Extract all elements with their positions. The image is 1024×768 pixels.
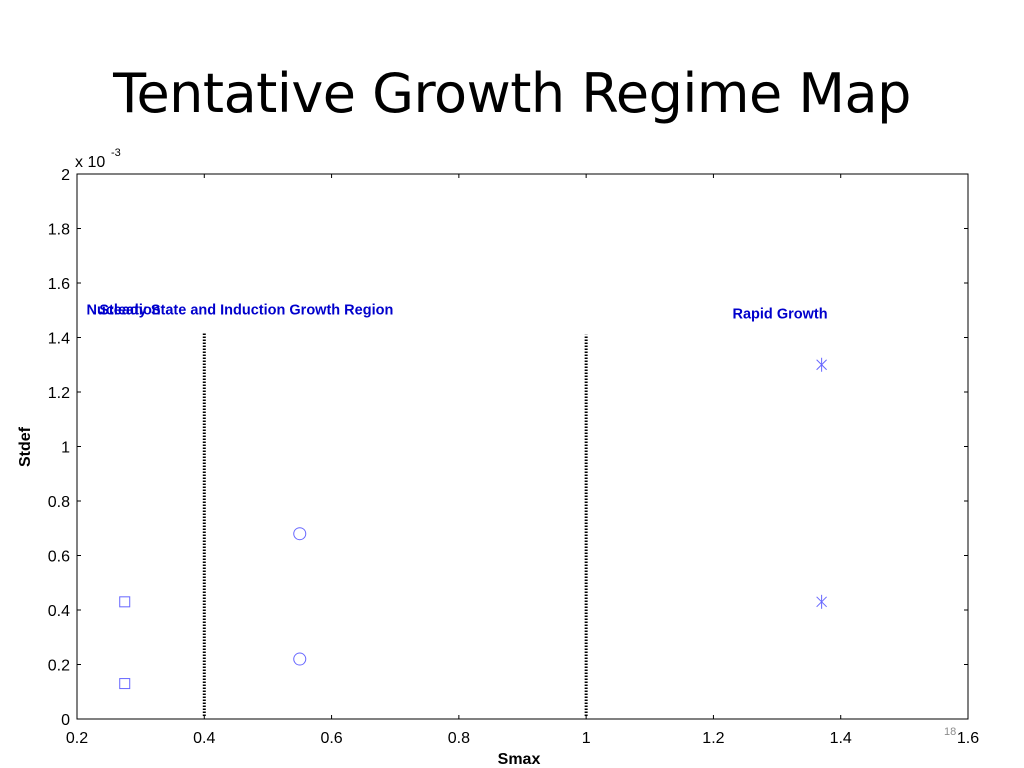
slide-number: 18 — [944, 726, 957, 738]
y-tick-label: 0.2 — [48, 658, 70, 675]
x-tick-label: 0.8 — [448, 730, 470, 747]
y-tick-label: 2 — [61, 167, 70, 184]
x-tick-label: 1.2 — [702, 730, 724, 747]
y-tick-label: 1.8 — [48, 222, 70, 239]
asterisk-marker — [816, 594, 827, 609]
y-axis-label: Stdef — [17, 426, 34, 467]
x-tick-label: 1.6 — [957, 730, 979, 747]
y-tick-label: 1.6 — [48, 276, 70, 293]
region-label: Rapid Growth — [733, 306, 828, 322]
x-tick-label: 0.6 — [320, 730, 342, 747]
region-label: Nucleation — [87, 302, 161, 318]
y-axis-multiplier-exponent: -3 — [111, 147, 121, 159]
y-tick-label: 1.2 — [48, 385, 70, 402]
y-tick-label: 0.6 — [48, 549, 70, 566]
plot-frame — [76, 173, 969, 720]
y-tick-label: 0.4 — [48, 603, 70, 620]
asterisk-marker — [816, 357, 827, 372]
x-tick-label: 0.4 — [193, 730, 215, 747]
y-tick-label: 1 — [61, 440, 70, 457]
circle-marker — [293, 652, 307, 666]
x-tick-label: 0.2 — [66, 730, 88, 747]
y-axis-multiplier: x 10 — [75, 154, 105, 171]
slide-title: Tentative Growth Regime Map — [113, 62, 911, 125]
square-marker — [119, 678, 131, 690]
y-tick-label: 0.8 — [48, 494, 70, 511]
square-marker — [119, 596, 131, 608]
y-tick-label: 1.4 — [48, 331, 70, 348]
y-tick-label: 0 — [61, 712, 70, 729]
region-label: Steady State and Induction Growth Region — [99, 302, 393, 318]
x-tick-label: 1.4 — [830, 730, 852, 747]
x-axis-label: Smax — [498, 751, 541, 768]
circle-marker — [293, 527, 307, 541]
x-tick-label: 1 — [582, 730, 591, 747]
